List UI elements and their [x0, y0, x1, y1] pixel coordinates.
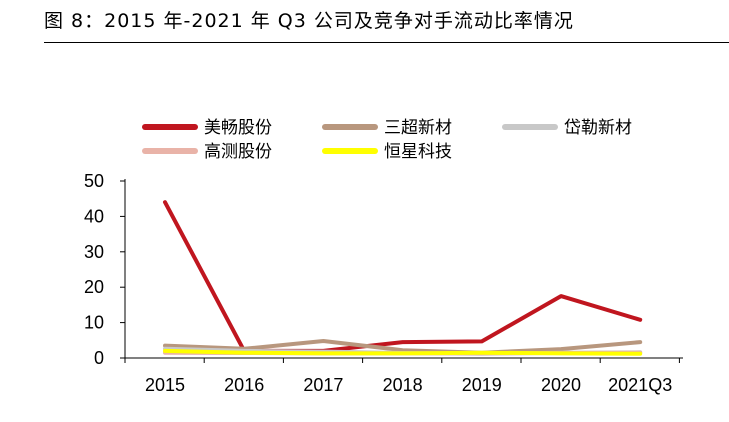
series-lines — [163, 200, 643, 356]
legend-label: 高测股份 — [204, 142, 272, 162]
y-tick-label: 50 — [84, 171, 104, 191]
y-tick-label: 20 — [84, 277, 104, 297]
x-tick-label: 2020 — [541, 375, 581, 395]
x-tick-label: 2019 — [462, 375, 502, 395]
legend-label: 岱勒新材 — [564, 118, 632, 138]
legend-label: 三超新材 — [384, 118, 452, 138]
legend-label: 恒星科技 — [384, 142, 452, 162]
y-tick-label: 30 — [84, 242, 104, 262]
y-tick-label: 10 — [84, 313, 104, 333]
legend-label: 美畅股份 — [204, 118, 272, 138]
y-tick-label: 0 — [94, 348, 104, 368]
x-tick-label: 2015 — [145, 375, 185, 395]
x-tick-label: 2018 — [383, 375, 423, 395]
x-tick-label: 2021Q3 — [608, 375, 672, 395]
x-tick-label: 2017 — [303, 375, 343, 395]
series-line-1 — [163, 200, 643, 353]
x-tick-label: 2016 — [224, 375, 264, 395]
y-tick-label: 40 — [84, 206, 104, 226]
axes: 0 10 20 30 40 50 2015 2016 2017 2018 2019 2020 2021Q… — [84, 171, 683, 395]
title-rule — [44, 42, 729, 43]
figure-title: 图 8：2015 年-2021 年 Q3 公司及竞争对手流动比率情况 — [44, 10, 574, 32]
